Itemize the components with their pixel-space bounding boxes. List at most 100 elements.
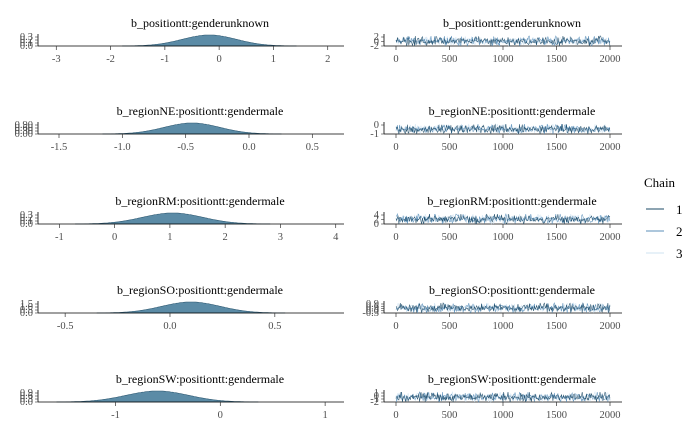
panel-row-5: b_regionSW:positiontt:gendermale 0.90.60.… — [20, 372, 622, 421]
trace-xtick-label: 1500 — [546, 410, 567, 421]
density-xtick-label: -1.0 — [114, 142, 131, 153]
trace-xtick-label: 500 — [442, 410, 458, 421]
trace-title: b_regionRM:positiontt:gendermale — [427, 194, 596, 208]
density-xtick-label: 1 — [167, 232, 172, 243]
density-ytick-label: 0.2 — [20, 213, 33, 224]
legend-title: Chain — [644, 175, 676, 190]
trace-ytick-label: 0.9 — [366, 299, 379, 310]
trace-xtick-label: 500 — [442, 142, 458, 153]
density-area — [122, 34, 297, 47]
trace-ytick-label: -2 — [370, 41, 379, 52]
density-panel: b_regionRM:positiontt:gendermale 0.30.20.… — [20, 194, 344, 243]
trace-ytick-label: -1 — [370, 394, 379, 405]
density-ytick-label: 0.2 — [20, 35, 33, 46]
density-xtick-label: 2 — [223, 232, 228, 243]
density-ytick-label: 0.5 — [20, 305, 33, 316]
trace-chain-3 — [395, 390, 611, 403]
trace-ytick-label: -2 — [370, 397, 379, 408]
trace-ytick-label: 0 — [374, 120, 379, 131]
density-xtick-label: 2 — [325, 54, 330, 65]
density-area — [102, 122, 282, 135]
density-ytick-label: 0.1 — [20, 216, 33, 227]
trace-xtick-label: 2000 — [600, 54, 621, 65]
trace-xtick-label: 1500 — [546, 232, 567, 243]
density-ytick-label: 1.5 — [20, 299, 33, 310]
trace-xtick-label: 2000 — [600, 232, 621, 243]
trace-xtick-label: 2000 — [600, 142, 621, 153]
trace-xtick-label: 1000 — [493, 142, 514, 153]
trace-xtick-label: 0 — [393, 54, 398, 65]
density-xtick-label: -1.5 — [51, 142, 68, 153]
trace-xtick-label: 2000 — [600, 321, 621, 332]
density-panel: b_regionNE:positiontt:gendermale 0.900.60… — [15, 104, 344, 153]
trace-ytick-label: 1 — [374, 388, 379, 399]
trace-xtick-label: 500 — [442, 54, 458, 65]
trace-chain-1 — [395, 213, 611, 225]
density-title: b_regionSW:positiontt:gendermale — [116, 372, 284, 386]
density-xtick-label: 4 — [333, 232, 339, 243]
trace-ytick-label: 2 — [374, 215, 379, 226]
density-xtick-label: -1 — [111, 410, 120, 421]
density-ytick-label: 0.30 — [15, 126, 33, 137]
density-ytick-label: 0.0 — [20, 219, 33, 230]
density-area — [56, 390, 259, 403]
density-title: b_regionNE:positiontt:gendermale — [117, 104, 284, 118]
density-xtick-label: 0.5 — [306, 142, 319, 153]
panel-row-1: b_positiontt:genderunknown 0.30.20.10.0 -3… — [20, 16, 622, 65]
density-ytick-label: 0.6 — [20, 391, 33, 402]
density-ytick-label: 0.3 — [20, 210, 33, 221]
density-xtick-label: -1 — [160, 54, 169, 65]
density-ytick-label: 0.0 — [20, 397, 33, 408]
panel-row-4: b_regionSO:positiontt:gendermale1.51.00.… — [20, 283, 622, 332]
trace-ytick-label: 0 — [374, 37, 379, 48]
density-title: b_positiontt:genderunknown — [131, 16, 269, 30]
trace-ytick-label: 4 — [374, 210, 380, 221]
trace-xtick-label: 500 — [442, 321, 458, 332]
trace-xtick-label: 1000 — [493, 232, 514, 243]
density-ytick-label: 0.60 — [15, 123, 33, 134]
trace-xtick-label: 1000 — [493, 54, 514, 65]
trace-xtick-label: 1000 — [493, 410, 514, 421]
density-xtick-label: 0 — [218, 410, 223, 421]
trace-panel: b_regionSO:positiontt:gendermale 0.90.60.… — [362, 283, 622, 332]
density-panel: b_regionSO:positiontt:gendermale1.51.00.… — [20, 283, 344, 332]
density-xtick-label: 0 — [112, 232, 117, 243]
trace-chain-2 — [395, 123, 611, 135]
density-ytick-label: 0.0 — [20, 41, 33, 52]
density-xtick-label: -0.5 — [177, 142, 194, 153]
trace-ytick-label: 0.0 — [366, 306, 379, 317]
density-xtick-label: 0.0 — [242, 142, 255, 153]
trace-xtick-label: 500 — [442, 232, 458, 243]
trace-chain-2 — [395, 391, 611, 403]
density-panel: b_regionSW:positiontt:gendermale 0.90.60.… — [20, 372, 344, 421]
density-xtick-label: -2 — [106, 54, 115, 65]
trace-ytick-label: 2 — [374, 32, 379, 43]
density-xtick-label: -0.5 — [57, 321, 74, 332]
trace-xtick-label: 2000 — [600, 410, 621, 421]
trace-xtick-label: 1000 — [493, 321, 514, 332]
panel-row-3: b_regionRM:positiontt:gendermale 0.30.20.… — [20, 194, 622, 243]
legend-label-1: 1 — [676, 202, 683, 217]
trace-title: b_regionSW:positiontt:gendermale — [428, 372, 596, 386]
trace-ytick-label: -1 — [370, 129, 379, 140]
density-area — [75, 212, 271, 225]
trace-chain-1 — [395, 302, 611, 314]
density-xtick-label: -3 — [52, 54, 61, 65]
trace-xtick-label: 0 — [393, 410, 398, 421]
trace-xtick-label: 1500 — [546, 321, 567, 332]
trace-xtick-label: 0 — [393, 142, 398, 153]
trace-xtick-label: 1500 — [546, 54, 567, 65]
density-title: b_regionSO:positiontt:gendermale — [117, 283, 283, 297]
density-ytick-label: 0.3 — [20, 32, 33, 43]
trace-chain-2 — [395, 35, 611, 47]
trace-chain-1 — [395, 391, 611, 403]
density-area — [96, 301, 286, 314]
trace-xtick-label: 0 — [393, 232, 398, 243]
density-ytick-label: 0.3 — [20, 394, 33, 405]
trace-ytick-label: 0 — [374, 391, 379, 402]
